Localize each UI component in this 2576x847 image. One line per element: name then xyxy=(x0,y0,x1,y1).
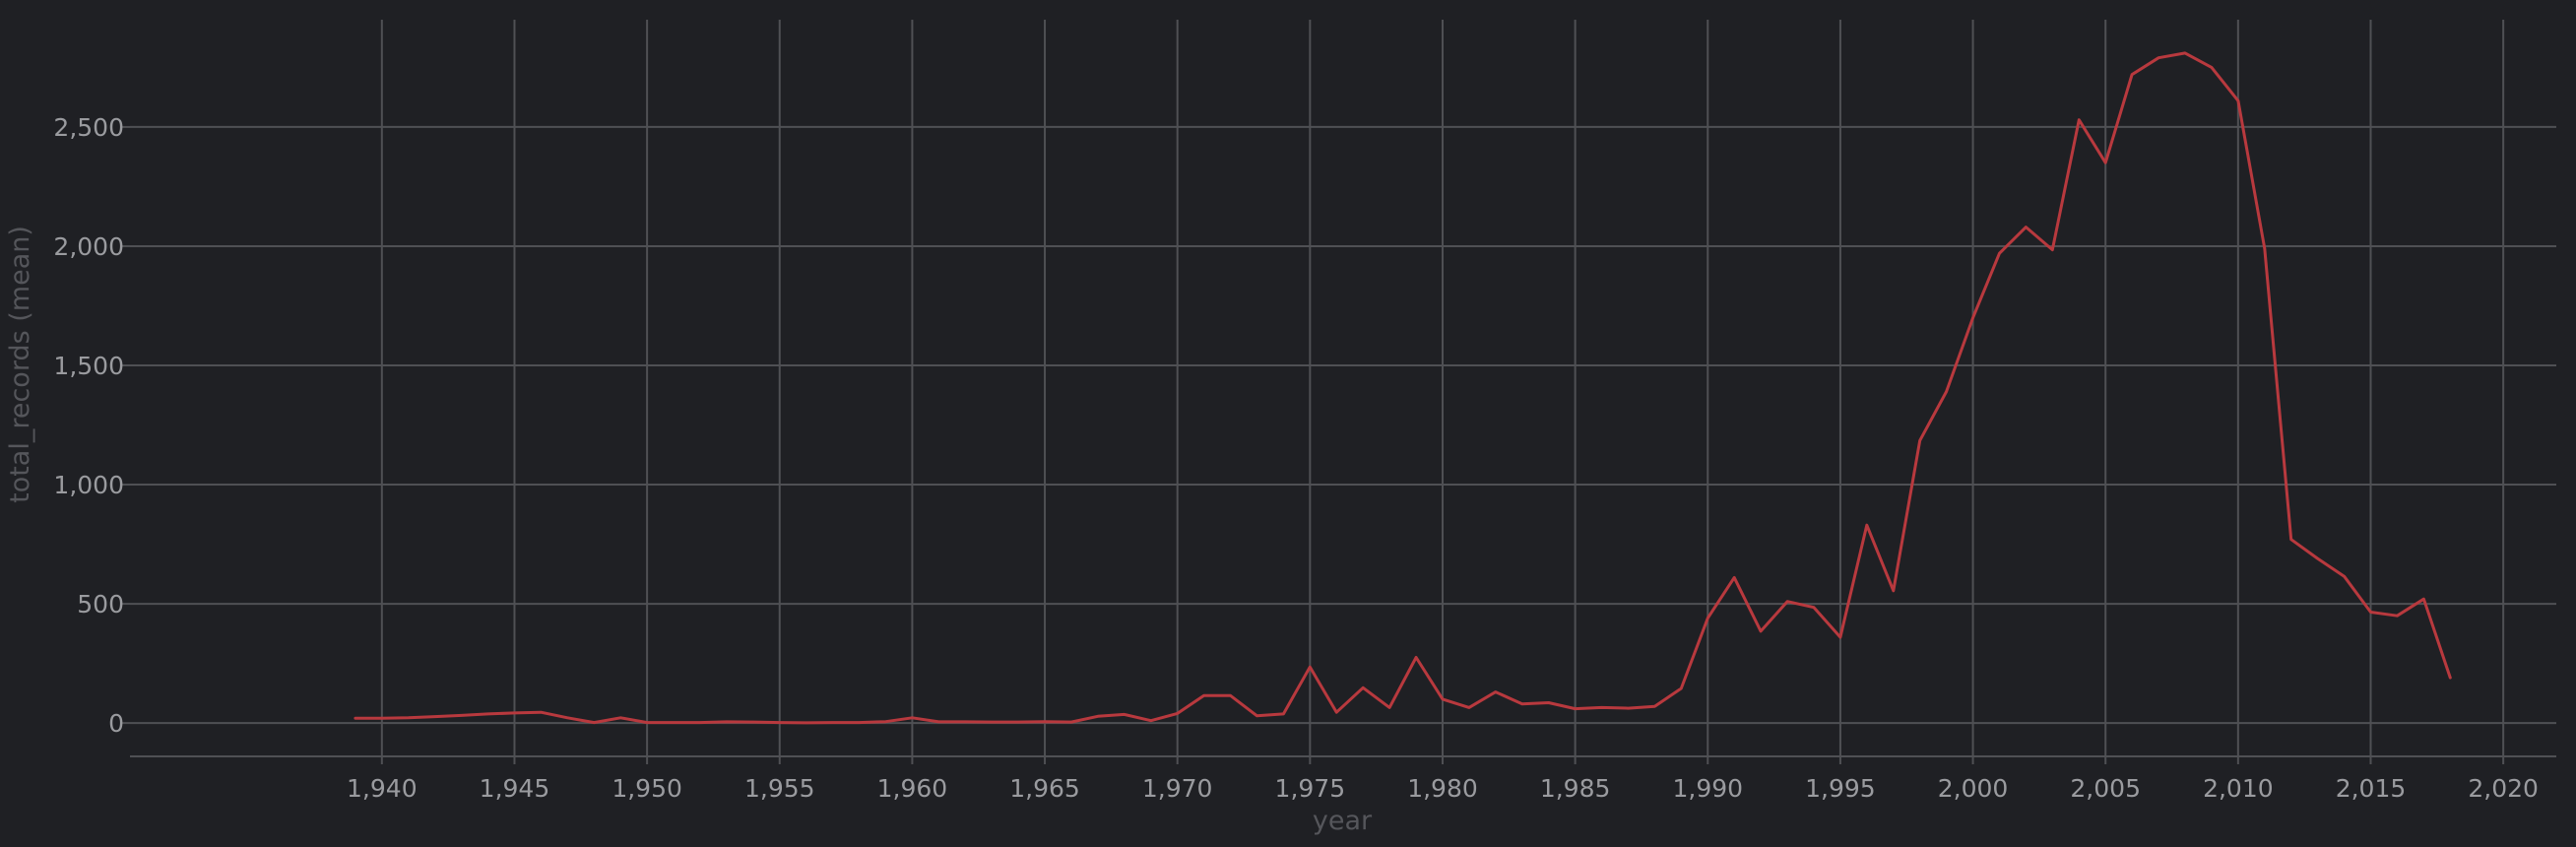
x-tick-label: 1,975 xyxy=(1275,774,1346,803)
axis-layer xyxy=(122,125,2556,764)
x-tick-label: 1,945 xyxy=(480,774,550,803)
x-tick-label: 1,960 xyxy=(877,774,948,803)
y-tick-label: 2,500 xyxy=(53,113,124,142)
x-tick-label: 1,970 xyxy=(1142,774,1213,803)
x-tick-label: 1,955 xyxy=(744,774,815,803)
x-tick-label: 1,940 xyxy=(347,774,418,803)
x-tick-label: 2,015 xyxy=(2336,774,2407,803)
x-tick-label: 1,990 xyxy=(1672,774,1743,803)
y-tick-label: 500 xyxy=(77,590,124,619)
x-tick-label: 2,000 xyxy=(1938,774,2009,803)
x-tick-label: 2,010 xyxy=(2203,774,2274,803)
y-axis-title: total_records (mean) xyxy=(5,226,35,503)
x-tick-label: 1,980 xyxy=(1407,774,1478,803)
grid-layer xyxy=(130,20,2556,756)
y-tick-label: 1,500 xyxy=(53,352,124,380)
y-tick-label: 1,000 xyxy=(53,471,124,499)
y-tick-label: 2,000 xyxy=(53,232,124,261)
x-axis-title: year xyxy=(1313,806,1373,836)
x-tick-label: 2,005 xyxy=(2070,774,2141,803)
x-tick-label: 1,995 xyxy=(1805,774,1876,803)
x-tick-label: 1,985 xyxy=(1540,774,1611,803)
series-line xyxy=(354,51,2452,725)
x-tick-label: 2,020 xyxy=(2468,774,2539,803)
series-layer xyxy=(354,51,2452,725)
x-tick-label: 1,965 xyxy=(1009,774,1080,803)
label-layer: 1,940 1,945 1,950 1,955 1,960 1,965 1,970 1,975… xyxy=(53,113,2539,803)
y-tick-label: 0 xyxy=(108,709,124,738)
x-tick-label: 1,950 xyxy=(612,774,682,803)
